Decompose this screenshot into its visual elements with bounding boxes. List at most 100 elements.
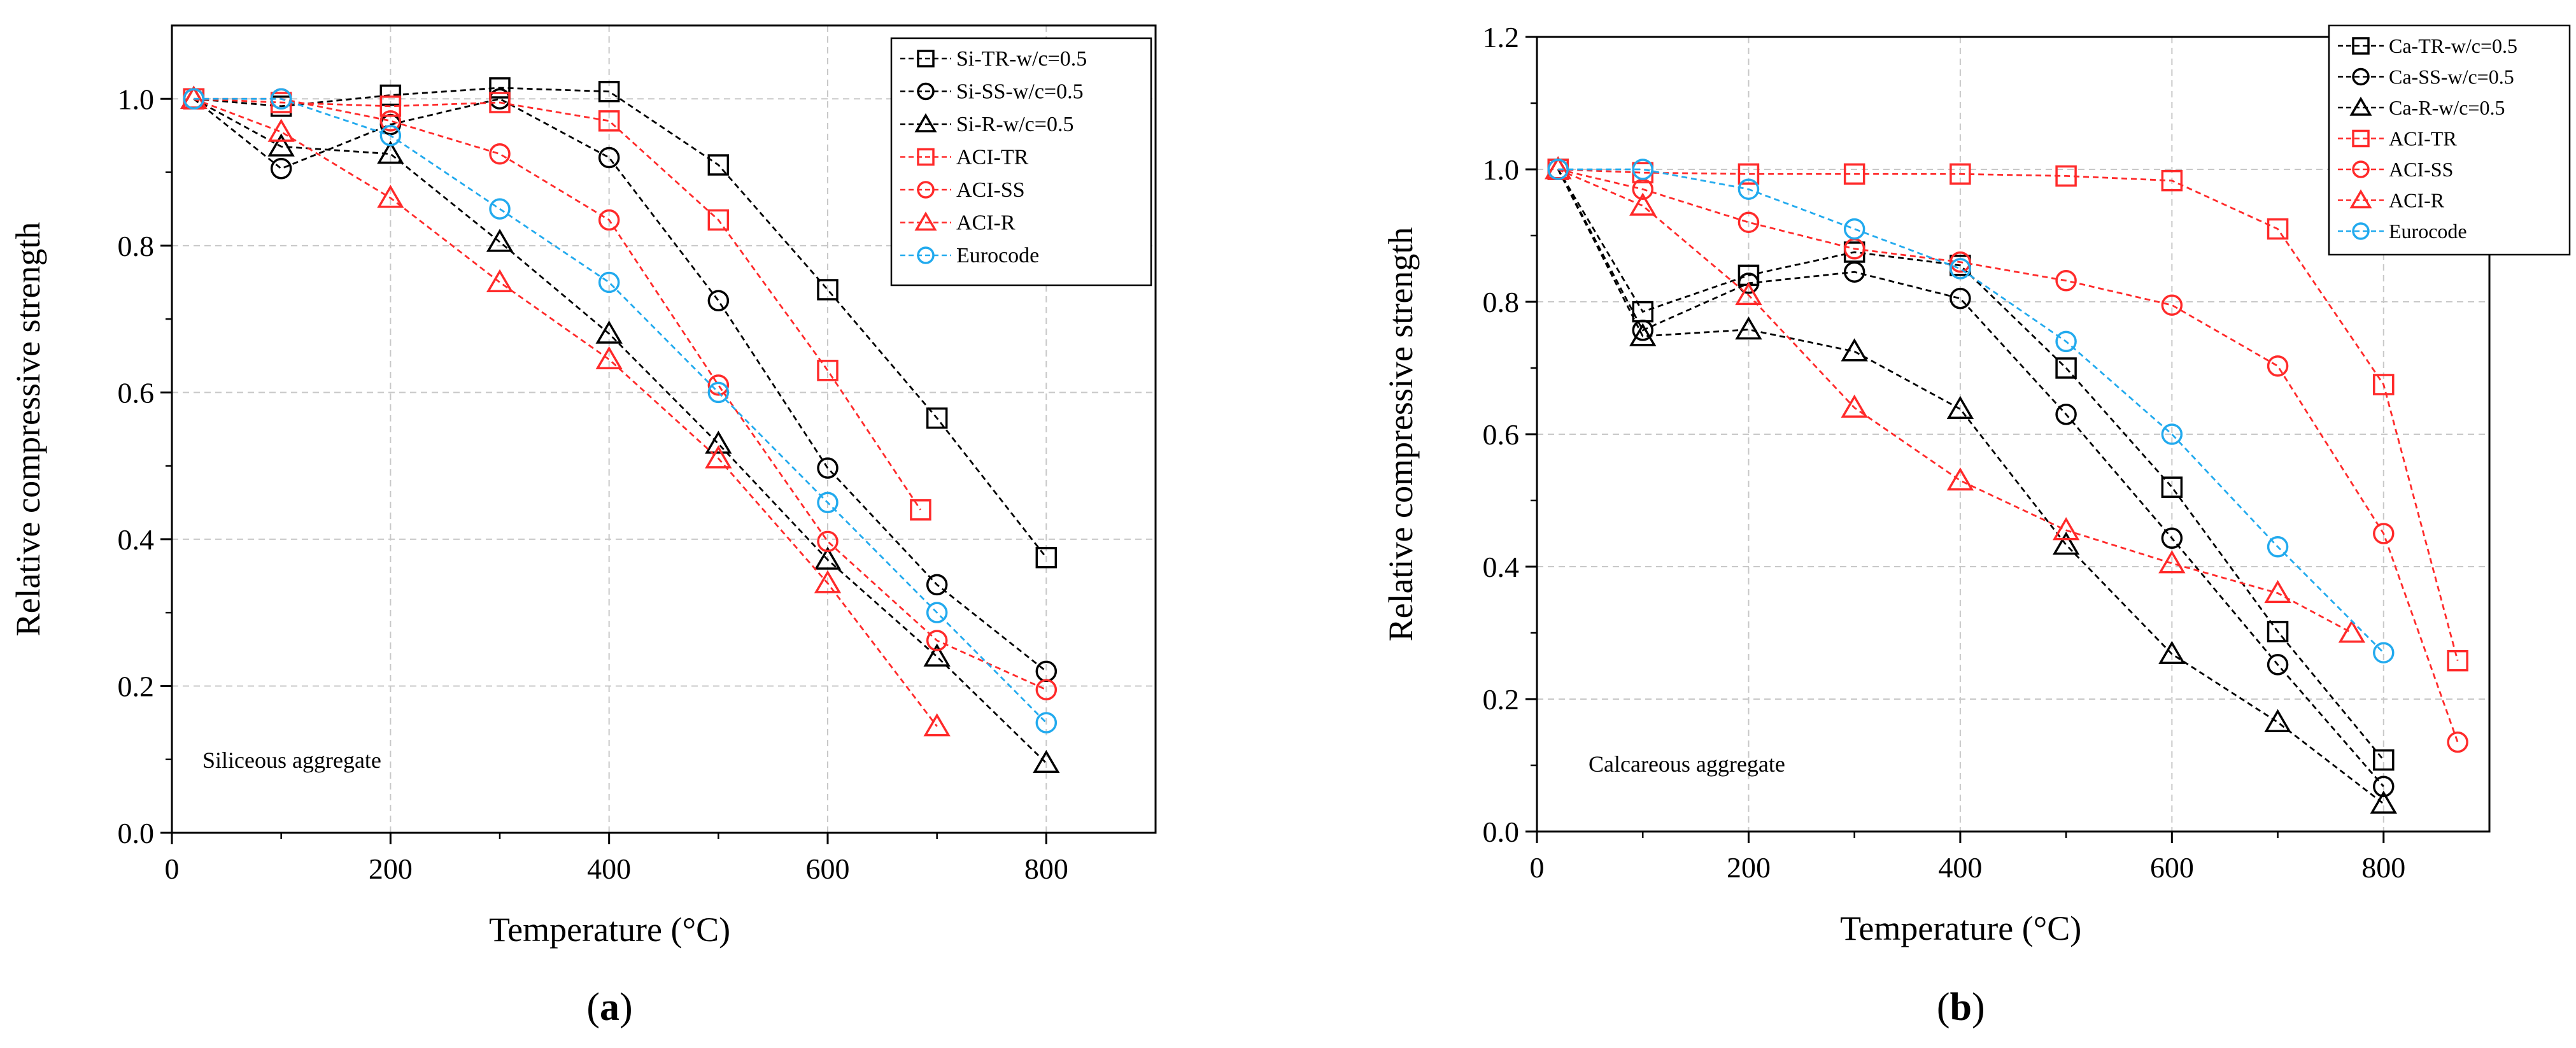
panel-b-series-aci-tr-line: [1558, 168, 2459, 662]
panel-a-legend-entry: Si-TR-w/c=0.5: [900, 47, 1087, 71]
panel-b-series-ca-r-w-c-0-5-point-triangle-marker: [1735, 316, 1762, 340]
panel-b-series-eurocode: [1547, 159, 2395, 663]
panel-b-series-ca-r-w-c-0-5-point-triangle-marker: [2264, 709, 2291, 732]
panel-b-series-aci-tr-point-square-marker: [1737, 163, 1760, 185]
panel-a-legend-entry-marker-circle-marker: [917, 82, 935, 101]
panel-a-y-tick-label: 1.0: [118, 83, 155, 115]
panel-b-series-aci-ss-point-circle-marker: [2373, 523, 2395, 544]
panel-a-x-tick-label: 0: [165, 853, 180, 885]
panel-a-x-tick-label: 400: [587, 853, 631, 885]
panel-a-series-si-r-w-c-0-5-point-triangle-marker: [377, 141, 404, 164]
panel-b-y-tick-label: 0.8: [1483, 286, 1520, 318]
panel-a-series-aci-ss-point-circle-marker: [707, 374, 730, 396]
panel-a-series-aci-tr-point-square-marker: [598, 110, 620, 132]
panel-a-series-eurocode-point-circle-marker: [489, 198, 511, 220]
panel-a-legend-entry: ACI-TR: [900, 146, 1029, 169]
panel-a-series-si-r-w-c-0-5-point-triangle-marker: [923, 643, 951, 667]
panel-b-series-ca-r-w-c-0-5-point-triangle-marker: [2370, 790, 2397, 814]
panel-b-series-aci-r-point-triangle-marker: [1841, 394, 1868, 418]
panel-a-legend-entry-label: Si-SS-w/c=0.5: [956, 80, 1084, 104]
panel-b-series-aci-r-point-triangle-marker: [2338, 620, 2366, 643]
panel-a-series-si-tr-w-c-0-5-line: [194, 87, 1047, 558]
panel-a-series-si-tr-w-c-0-5-point-square-marker: [707, 154, 730, 176]
panel-b-series-aci-r-line: [1557, 168, 2353, 634]
panel-a-series-si-tr-w-c-0-5-point-square-marker: [926, 407, 948, 429]
panel-a-panel-label: (a): [586, 986, 632, 1029]
panel-a-series-eurocode-line: [194, 97, 1047, 724]
panel-a-series-eurocode-point-circle-marker: [926, 602, 948, 623]
panel-a-series-aci-r-point-triangle-marker: [814, 570, 842, 593]
panel-b-x-tick-label: 200: [1727, 851, 1771, 884]
panel-b-series-ca-r-w-c-0-5-point-triangle-marker: [1946, 395, 1974, 420]
panel-a-y-tick-label: 0.4: [118, 523, 155, 556]
panel-a-series-si-r-w-c-0-5: [180, 85, 1060, 774]
panel-b-series-eurocode-line: [1558, 168, 2384, 654]
panel-a-series-aci-ss-point-circle-marker: [817, 530, 839, 553]
panel-b-series-aci-ss-line: [1557, 168, 2459, 743]
panel-b-y-tick-label: 0.2: [1483, 683, 1520, 716]
panel-b-y-axis-label: Relative compressive strength: [1382, 227, 1420, 642]
panel-b-series-aci-ss-point-circle-marker: [1950, 251, 1971, 273]
panel-b-series-aci-r: [1545, 156, 2366, 643]
panel-a-legend-entry: ACI-R: [900, 211, 1016, 235]
panel-b-series-ca-tr-w-c-0-5: [1547, 159, 2395, 771]
panel-a-series-si-ss-w-c-0-5-point-circle-marker: [270, 158, 292, 180]
panel-b-series-ca-r-w-c-0-5-point-triangle-marker: [1629, 323, 1657, 346]
panel-a-legend-entry-marker-triangle-marker: [914, 211, 937, 231]
panel-a-series-si-ss-w-c-0-5-point-circle-marker: [707, 290, 730, 312]
panel-b-x-axis-label: Temperature (°C): [1840, 909, 2081, 947]
panel-a-series-si-r-w-c-0-5-point-triangle-marker: [705, 430, 732, 454]
panel-a-series-aci-ss-point-circle-marker: [598, 209, 620, 231]
panel-a-series-eurocode: [183, 88, 1058, 733]
panel-a-series-si-ss-w-c-0-5-point-circle-marker: [926, 574, 948, 596]
panel-b-y-tick-label: 1.0: [1483, 153, 1520, 186]
panel-a-series-si-r-w-c-0-5-point-triangle-marker: [814, 546, 842, 570]
panel-b-legend-entry: ACI-SS: [2338, 158, 2453, 181]
panel-b-legend-entry: Eurocode: [2338, 220, 2467, 243]
panel-b-series-ca-r-w-c-0-5-line: [1557, 169, 2384, 805]
panel-a-series-aci-r: [180, 85, 951, 737]
panel-b-series-aci-ss-point-circle-marker: [2447, 731, 2468, 753]
panel-a-legend: Si-TR-w/c=0.5 Si-SS-w/c=0.5 Si-R-w/c=0.5 AC…: [890, 37, 1152, 287]
panel-b-legend-entry: ACI-TR: [2338, 127, 2457, 150]
panel-b-series-eurocode-point-circle-marker: [1547, 159, 1569, 180]
panel-b-series-ca-ss-w-c-0-5-point-circle-marker: [1950, 288, 1971, 309]
panel-b-legend-entry: Ca-R-w/c=0.5: [2338, 96, 2505, 119]
panel-a-legend-entry-label: ACI-SS: [956, 178, 1025, 202]
panel-b-series-ca-ss-w-c-0-5-point-circle-marker: [1632, 319, 1653, 341]
panel-b-panel-label: (b): [1937, 986, 1985, 1029]
panel-a-series-aci-r-point-triangle-marker: [267, 118, 295, 142]
panel-a-series-aci-ss-point-circle-marker: [379, 110, 402, 132]
panel-b-series-ca-ss-w-c-0-5-point-circle-marker: [2055, 404, 2077, 425]
panel-a-series-si-tr-w-c-0-5-point-square-marker: [1035, 546, 1058, 569]
panel-a-series-si-r-w-c-0-5-line: [193, 98, 1047, 764]
panel-a-series-aci-ss-line: [194, 97, 1047, 691]
panel-a-legend-entry-marker-square-marker: [917, 148, 935, 166]
panel-a-plot-frame: [171, 24, 1157, 834]
panel-a-series-eurocode-point-circle-marker: [598, 271, 620, 294]
panel-b-series-ca-r-w-c-0-5-point-triangle-marker: [1841, 338, 1868, 362]
panel-a-series-si-ss-w-c-0-5-point-circle-marker: [817, 457, 839, 479]
panel-b-series-aci-ss-point-circle-marker: [2161, 294, 2183, 316]
panel-b-series-ca-ss-w-c-0-5-point-circle-marker: [2161, 527, 2183, 549]
panel-b-series-aci-r-point-triangle-marker: [1946, 467, 1974, 491]
panel-a-legend-entry-label: ACI-TR: [956, 146, 1029, 169]
panel-a-series-si-r-w-c-0-5-point-triangle-marker: [267, 133, 295, 157]
panel-b-legend-entry: ACI-R: [2338, 189, 2445, 212]
panel-b-series-aci-tr-point-square-marker: [1843, 163, 1865, 185]
panel-b-y-tick-label: 0.4: [1483, 551, 1520, 583]
panel-b-series-aci-tr: [1547, 159, 2468, 672]
panel-a-series-eurocode-point-circle-marker: [270, 88, 292, 110]
panel-a-series-si-r-w-c-0-5-point-triangle-marker: [595, 320, 623, 344]
panel-b-x-tick-label: 0: [1530, 851, 1545, 884]
panel-b-series-eurocode-point-circle-marker: [2161, 423, 2183, 445]
panel-a-series-aci-tr-point-square-marker: [910, 499, 931, 521]
panel-b-series-eurocode-point-circle-marker: [2055, 330, 2077, 353]
panel-a-series-aci-r-point-triangle-marker: [923, 713, 951, 737]
panel-a-series-aci-r-line: [193, 97, 938, 727]
panel-b-series-aci-tr-point-square-marker: [2447, 649, 2468, 672]
panel-a-x-tick-label: 800: [1024, 853, 1068, 885]
panel-b-series-aci-tr-point-square-marker: [1950, 163, 1971, 185]
panel-a-y-tick-label: 0.0: [118, 817, 155, 849]
panel-b-legend-entry: Ca-TR-w/c=0.5: [2338, 34, 2517, 57]
